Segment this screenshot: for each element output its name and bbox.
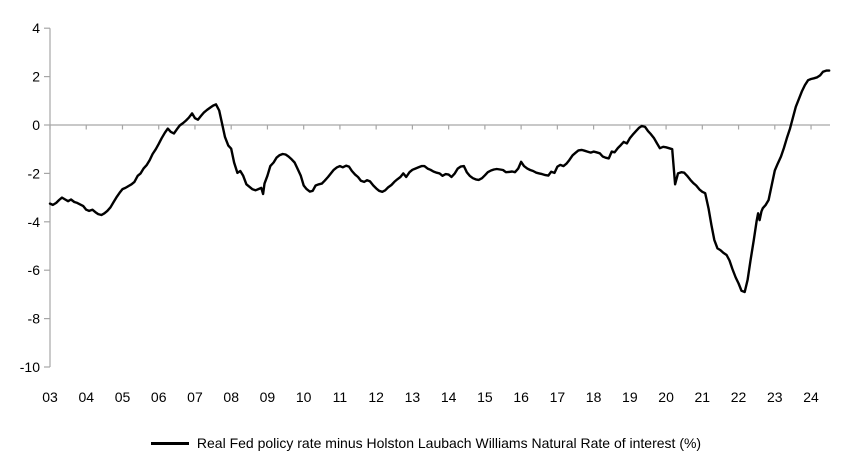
x-tick-label: 11 [333,389,348,405]
x-tick-label: 07 [187,389,203,405]
y-tick-label: -10 [20,359,40,375]
y-tick-label: 0 [32,117,40,133]
x-tick-label: 22 [731,389,747,405]
x-tick-label: 13 [405,389,421,405]
x-tick-label: 04 [78,389,94,405]
y-tick-label: -2 [28,165,41,181]
x-tick-label: 12 [368,389,384,405]
x-tick-label: 17 [550,389,566,405]
x-tick-label: 21 [695,389,711,405]
x-tick-label: 14 [441,389,457,405]
x-tick-label: 08 [223,389,239,405]
y-tick-label: -6 [28,262,41,278]
series-line [48,69,831,294]
x-tick-label: 16 [513,389,529,405]
legend-label: Real Fed policy rate minus Holston Lauba… [196,435,702,451]
legend-line-sample [150,441,189,445]
y-tick-label: -8 [28,311,41,327]
x-tick-label: 05 [115,389,131,405]
y-tick-label: 2 [32,69,40,85]
x-tick-label: 20 [658,389,674,405]
y-tick-label: 4 [32,20,40,36]
x-tick-label: 10 [296,389,312,405]
x-tick-label: 24 [803,389,819,405]
x-tick-label: 06 [151,389,167,405]
y-tick-label: -4 [28,214,41,230]
x-tick-label: 18 [586,389,602,405]
x-tick-label: 09 [260,389,276,405]
x-tick-label: 03 [42,389,58,405]
x-tick-label: 23 [767,389,783,405]
x-tick-label: 19 [622,389,638,405]
x-tick-label: 15 [477,389,493,405]
legend: Real Fed policy rate minus Holston Lauba… [0,434,852,452]
